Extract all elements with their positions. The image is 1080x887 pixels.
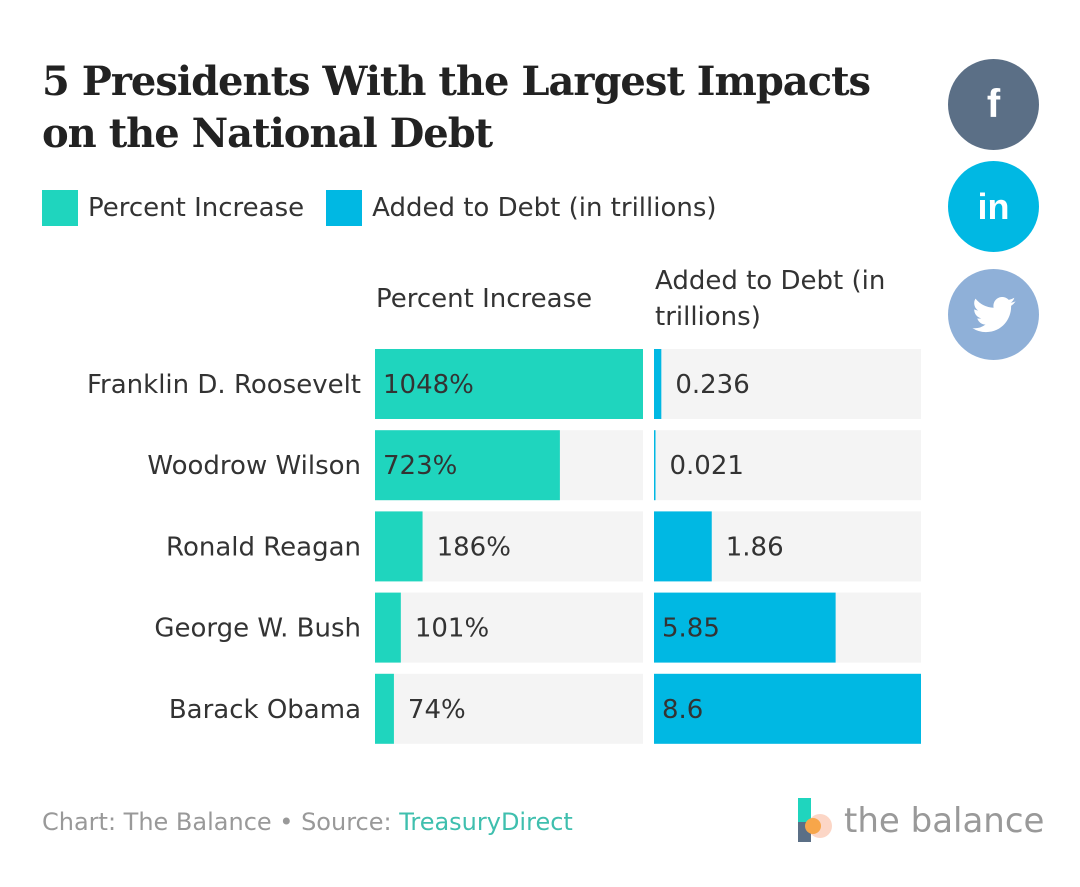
footer-credit: Chart: The Balance • Source: TreasuryDir…	[42, 808, 573, 836]
data-label: 723%	[383, 451, 457, 481]
chart-credit: Chart: The Balance • Source:	[42, 808, 400, 836]
chart-title: 5 Presidents With the Largest Impacts on…	[42, 58, 871, 157]
data-label: 101%	[415, 614, 489, 644]
legend-label: Percent Increase	[88, 193, 305, 223]
bar-track	[654, 430, 921, 501]
twitter-icon	[971, 296, 1016, 332]
linkedin-share-button[interactable]: in	[948, 161, 1039, 252]
column-header-percent: Percent Increase	[376, 284, 593, 314]
data-label: 1.86	[726, 532, 784, 562]
bar	[375, 511, 423, 582]
legend-swatch-percent	[42, 190, 78, 226]
data-label: 5.85	[662, 614, 720, 644]
bar	[375, 430, 560, 501]
bar-track	[375, 673, 643, 744]
data-label: 1048%	[383, 370, 474, 400]
category-label: George W. Bush	[154, 614, 361, 644]
legend-item-percent: Percent Increase	[42, 190, 304, 226]
data-label: 74%	[408, 695, 466, 725]
twitter-share-button[interactable]	[948, 269, 1039, 360]
logo-text: the balance	[844, 801, 1045, 841]
legend-label: Added to Debt (in trillions)	[372, 193, 717, 223]
facebook-share-button[interactable]: f	[948, 59, 1039, 150]
bar	[654, 430, 656, 501]
category-label: Barack Obama	[169, 695, 361, 725]
category-label: Woodrow Wilson	[147, 451, 361, 481]
bar	[654, 349, 662, 419]
linkedin-icon: in	[977, 185, 1010, 227]
data-label: 8.6	[662, 695, 703, 725]
source-link[interactable]: TreasuryDirect	[399, 808, 573, 836]
bar	[375, 349, 643, 419]
category-label: Ronald Reagan	[166, 532, 361, 562]
bar	[375, 673, 394, 744]
legend-swatch-added	[326, 190, 363, 226]
bar	[375, 592, 401, 663]
bar	[654, 511, 712, 582]
bar-track	[654, 349, 921, 419]
data-label: 0.236	[675, 370, 749, 400]
bar-track	[375, 592, 643, 663]
legend: Percent Increase Added to Debt (in trill…	[42, 190, 739, 226]
legend-item-added: Added to Debt (in trillions)	[326, 190, 717, 226]
data-label: 0.021	[670, 451, 744, 481]
facebook-icon: f	[986, 82, 1001, 126]
category-label: Franklin D. Roosevelt	[87, 370, 361, 400]
bar	[654, 673, 921, 744]
the-balance-logo: the balance	[798, 798, 1044, 844]
logo-mark-icon	[798, 798, 832, 842]
bar	[654, 592, 836, 663]
data-label: 186%	[437, 532, 511, 562]
column-header-added: Added to Debt (in trillions)	[655, 266, 886, 332]
